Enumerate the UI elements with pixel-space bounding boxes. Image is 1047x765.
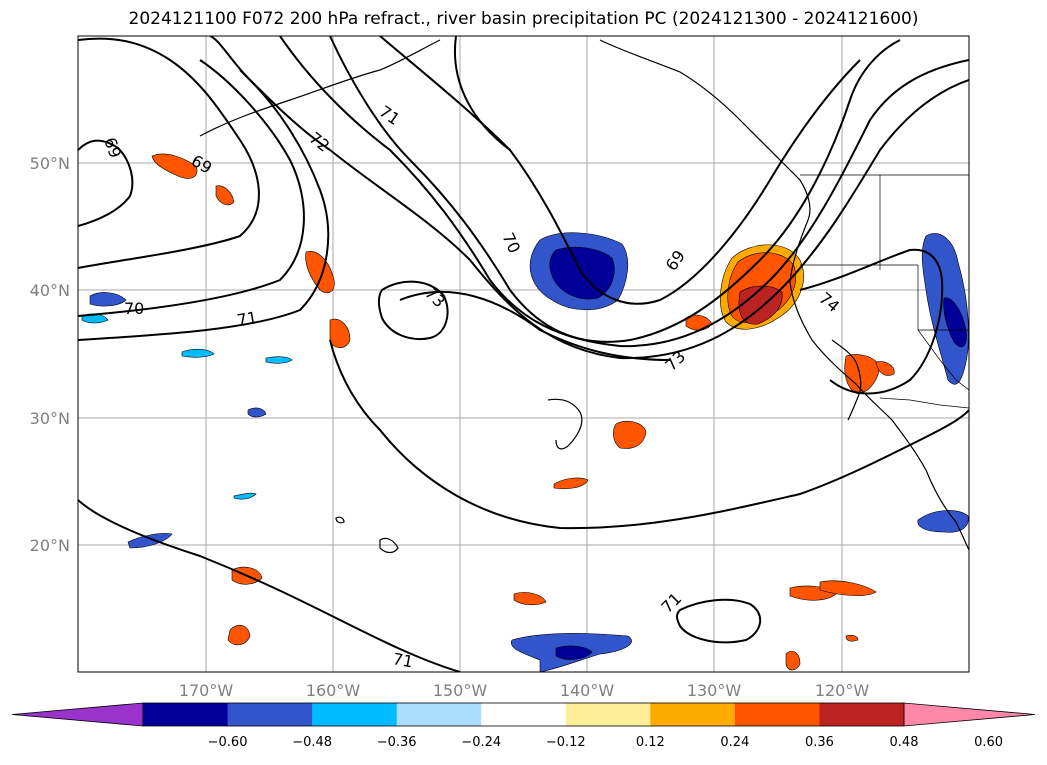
- lat-label-30n: 30°N: [30, 409, 70, 428]
- map-frame: [77, 35, 970, 673]
- precip-negative-west-6: [265, 356, 293, 364]
- colorbar-bin: [143, 703, 229, 726]
- lon-label-160w: 160°W: [306, 681, 361, 700]
- coastline-bc: [599, 39, 811, 221]
- precip-positive-baja-2: [875, 361, 895, 376]
- colorbar-bin: [650, 703, 736, 726]
- contour-73-closed: [378, 280, 449, 340]
- contour-70-main: [329, 36, 901, 343]
- precip-positive-central: [613, 420, 647, 449]
- latitude-labels: 50°N 40°N 30°N 20°N: [30, 154, 70, 555]
- contour-73-main: [329, 339, 969, 530]
- contour-72-main: [239, 69, 969, 360]
- precip-positive-se-3: [785, 651, 801, 671]
- lon-label-130w: 130°W: [687, 681, 742, 700]
- lon-label-140w: 140°W: [560, 681, 615, 700]
- contour-74-east: [799, 248, 944, 395]
- colorbar-tick-label: −0.12: [546, 735, 586, 750]
- colorbar-extend-max: [903, 702, 1036, 727]
- border-state-5: [917, 329, 969, 391]
- precip-negative-west-1: [89, 292, 127, 307]
- lon-label-170w: 170°W: [179, 681, 234, 700]
- precip-positive-hawaii-north: [305, 251, 335, 293]
- lat-label-20n: 20°N: [30, 536, 70, 555]
- contour-71-south: [78, 499, 461, 672]
- colorbar-bin: [312, 703, 398, 726]
- lat-label-40n: 40°N: [30, 281, 70, 300]
- longitude-labels: 170°W 160°W 150°W 140°W 130°W 120°W: [179, 681, 870, 700]
- coastline-baja: [831, 339, 862, 421]
- precip-negative-west-7: [233, 492, 257, 500]
- coastline-hawaii-2: [335, 516, 345, 524]
- colorbar-tick-label: 0.60: [974, 735, 1003, 750]
- coastline-us-mexico: [789, 219, 969, 551]
- colorbar-bin: [819, 703, 905, 726]
- colorbar-bin: [734, 703, 820, 726]
- colorbar-tick-label: −0.36: [377, 735, 417, 750]
- precip-positive-aleutian: [151, 153, 198, 179]
- precip-positive-south-1: [513, 592, 547, 606]
- precip-positive-hawaii-north-2: [329, 318, 351, 349]
- colorbar-bin: [227, 703, 313, 726]
- contour-label-5: 70: [124, 299, 144, 318]
- colorbar-tick-label: −0.60: [208, 735, 248, 750]
- lat-label-50n: 50°N: [30, 154, 70, 173]
- precip-positive-central-2: [553, 477, 589, 490]
- contour-71-closed-south: [676, 598, 761, 644]
- coastlines: [199, 39, 969, 554]
- precip-positive-ca-coast-max: [738, 285, 783, 325]
- colorbar-tick-label: −0.48: [292, 735, 332, 750]
- precip-negative-west-3: [181, 348, 215, 358]
- political-borders: [800, 174, 969, 409]
- contour-73-link: [399, 291, 671, 361]
- precip-negative-west-4: [247, 407, 267, 418]
- colorbar-tick-label: 0.48: [890, 735, 919, 750]
- contour-71-main: [279, 36, 969, 348]
- colorbar-tick-label: −0.24: [461, 735, 501, 750]
- contour-69-west: [78, 37, 260, 269]
- colorbar-bin: [481, 703, 567, 726]
- colorbar-border: [142, 702, 905, 727]
- colorbar-extend-min: [11, 702, 144, 727]
- precip-positive-baja: [844, 354, 881, 395]
- colorbar-tick-label: 0.36: [805, 735, 834, 750]
- colorbar-tick-label: 0.24: [720, 735, 749, 750]
- precip-negative-south-core: [555, 645, 593, 660]
- border-us-mexico: [879, 397, 969, 409]
- contour-label-13: 71: [391, 649, 414, 671]
- contour-68-west: [78, 139, 134, 227]
- colorbar-bin: [396, 703, 482, 726]
- precip-negative-west-5: [127, 533, 173, 549]
- precip-positive-se-4: [845, 634, 859, 642]
- contour-68-main: [454, 36, 511, 151]
- lon-label-150w: 150°W: [433, 681, 488, 700]
- precip-positive-sw-2: [227, 624, 251, 646]
- map-title: 2024121100 F072 200 hPa refract., river …: [128, 9, 919, 29]
- precip-negative-rockies-core: [943, 297, 967, 348]
- colorbar-bin: [565, 703, 651, 726]
- coastline-island-1: [547, 398, 583, 450]
- precip-negative-mexico: [917, 510, 969, 533]
- lon-label-120w: 120°W: [815, 681, 870, 700]
- contour-70-west: [78, 59, 305, 317]
- refractivity-contours: [78, 36, 969, 672]
- colorbar-tick-label: 0.12: [636, 735, 665, 750]
- precip-positive-aleutian-2: [215, 185, 235, 206]
- precip-positive-se-2: [819, 580, 877, 596]
- contour-label-7: 71: [235, 308, 258, 330]
- coastline-hawaii: [379, 537, 399, 554]
- coastline-alaska-peninsula: [199, 39, 441, 137]
- colorbar: −0.60 −0.48 −0.36 −0.24 −0.12 0.12 0.24 0.36 0.4…: [11, 702, 1036, 750]
